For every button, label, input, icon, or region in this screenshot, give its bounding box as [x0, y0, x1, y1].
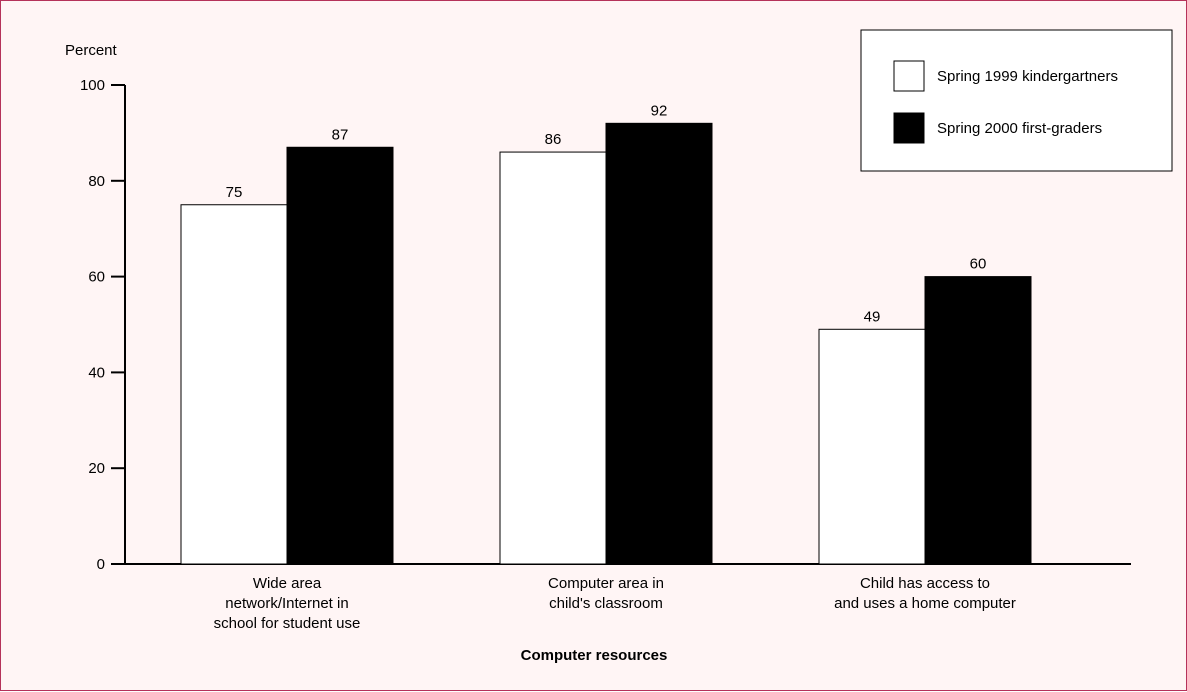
bar — [925, 277, 1031, 564]
y-tick-label: 60 — [88, 269, 105, 286]
y-tick-label: 20 — [88, 460, 105, 477]
category-label: school for student use — [214, 615, 361, 632]
legend-box — [861, 30, 1172, 171]
y-axis-title: Percent — [65, 42, 118, 59]
bar — [606, 123, 712, 564]
bar-value-label: 60 — [970, 256, 987, 273]
bar — [181, 205, 287, 564]
category-label: Wide area — [253, 575, 322, 592]
bar-value-label: 75 — [226, 184, 243, 201]
x-axis-title: Computer resources — [521, 647, 668, 664]
y-tick-label: 80 — [88, 173, 105, 190]
y-tick-label: 0 — [97, 556, 105, 573]
y-tick-label: 40 — [88, 364, 105, 381]
bar — [500, 152, 606, 564]
category-label: and uses a home computer — [834, 595, 1016, 612]
category-label: child's classroom — [549, 595, 663, 612]
legend-label: Spring 1999 kindergartners — [937, 68, 1118, 85]
category-label: network/Internet in — [225, 595, 348, 612]
bar — [287, 147, 393, 564]
legend: Spring 1999 kindergartners Spring 2000 fi… — [861, 30, 1172, 171]
category-label: Computer area in — [548, 575, 664, 592]
category-labels: Wide area network/Internet in school for s… — [214, 575, 1016, 632]
bar — [819, 329, 925, 564]
legend-label: Spring 2000 first-graders — [937, 120, 1102, 137]
legend-swatch — [894, 61, 924, 91]
y-tick-label: 100 — [80, 77, 105, 94]
category-label: Child has access to — [860, 575, 990, 592]
bar-value-label: 92 — [651, 102, 668, 119]
bar-value-label: 86 — [545, 131, 562, 148]
bars: 75 87 86 92 49 60 — [181, 102, 1031, 564]
bar-value-label: 87 — [332, 126, 349, 143]
bar-value-label: 49 — [864, 308, 881, 325]
legend-swatch — [894, 113, 924, 143]
